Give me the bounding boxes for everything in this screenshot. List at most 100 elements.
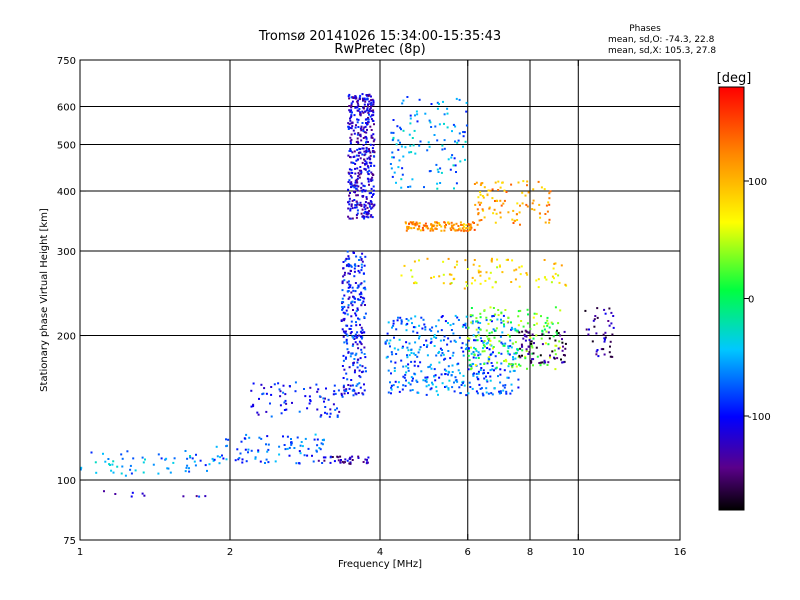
data-point	[410, 376, 413, 379]
data-point	[356, 148, 359, 151]
data-point	[453, 381, 455, 384]
data-point	[261, 393, 264, 396]
data-point	[457, 139, 460, 142]
data-point	[557, 274, 560, 277]
data-point	[288, 385, 291, 387]
data-point	[602, 333, 605, 336]
data-point	[477, 269, 480, 272]
data-point	[360, 269, 363, 272]
data-point	[406, 354, 408, 357]
data-point	[250, 389, 253, 392]
data-point	[513, 352, 516, 355]
data-point	[505, 191, 508, 193]
data-point	[524, 334, 527, 337]
data-point	[355, 334, 358, 337]
data-point	[530, 345, 533, 348]
data-point	[497, 189, 500, 191]
data-point	[489, 271, 492, 274]
data-point	[350, 379, 353, 381]
data-point	[495, 327, 498, 330]
data-point	[370, 192, 372, 194]
data-point	[348, 200, 351, 203]
data-point	[543, 188, 546, 191]
data-point	[462, 145, 464, 148]
data-point	[431, 383, 434, 386]
data-point	[486, 347, 489, 349]
data-point	[441, 349, 443, 351]
data-point	[370, 95, 372, 98]
data-point	[363, 131, 366, 134]
data-point	[413, 372, 416, 375]
data-point	[450, 273, 453, 276]
data-point	[347, 122, 350, 125]
data-point	[531, 208, 534, 211]
data-point	[347, 171, 350, 174]
data-point	[418, 144, 421, 147]
data-point	[502, 389, 505, 392]
data-point	[359, 133, 362, 136]
data-point	[501, 181, 504, 184]
data-point	[451, 364, 454, 367]
data-point	[369, 200, 372, 202]
data-point	[465, 394, 468, 397]
data-point	[475, 335, 478, 338]
data-point	[481, 195, 484, 197]
data-point	[392, 136, 395, 139]
data-point	[497, 180, 500, 183]
data-point	[350, 176, 353, 179]
data-point	[507, 316, 510, 319]
data-point	[407, 349, 410, 352]
data-point	[368, 202, 371, 205]
data-point	[400, 145, 403, 148]
data-point	[339, 461, 342, 464]
data-point	[299, 452, 302, 455]
data-point	[454, 140, 456, 143]
data-point	[351, 100, 354, 103]
data-point	[564, 283, 567, 286]
data-point	[426, 257, 429, 260]
data-point	[239, 452, 242, 455]
data-point	[476, 320, 479, 323]
data-point	[498, 340, 501, 343]
data-point	[355, 352, 358, 355]
data-point	[355, 159, 358, 162]
colorbar-tick-label: 0	[748, 295, 754, 306]
data-point	[446, 343, 449, 346]
data-point	[360, 282, 363, 285]
data-point	[487, 392, 490, 395]
data-point	[460, 384, 463, 386]
data-point	[356, 307, 359, 310]
data-point	[316, 444, 319, 447]
data-point	[521, 191, 524, 194]
data-point	[517, 356, 520, 359]
data-point	[250, 449, 253, 452]
data-point	[467, 326, 470, 329]
data-point	[475, 328, 478, 331]
data-point	[473, 346, 476, 349]
data-point	[358, 375, 361, 377]
data-point	[370, 187, 373, 190]
data-point	[542, 333, 545, 336]
data-point	[538, 362, 541, 364]
data-point	[363, 383, 365, 386]
data-point	[452, 351, 455, 354]
data-point	[349, 264, 352, 267]
data-point	[482, 347, 484, 350]
data-point	[393, 347, 396, 350]
data-point	[247, 451, 249, 454]
data-point	[344, 330, 347, 333]
data-point	[114, 493, 117, 495]
data-point	[356, 121, 359, 124]
data-point	[513, 369, 516, 372]
data-point	[343, 368, 346, 371]
data-point	[508, 335, 511, 338]
data-point	[447, 322, 449, 324]
data-point	[270, 393, 273, 396]
data-point	[411, 137, 414, 139]
data-point	[476, 339, 479, 342]
data-point	[462, 374, 465, 377]
data-point	[529, 336, 532, 339]
data-point	[485, 391, 488, 394]
data-point	[563, 330, 566, 333]
data-point	[465, 326, 468, 329]
